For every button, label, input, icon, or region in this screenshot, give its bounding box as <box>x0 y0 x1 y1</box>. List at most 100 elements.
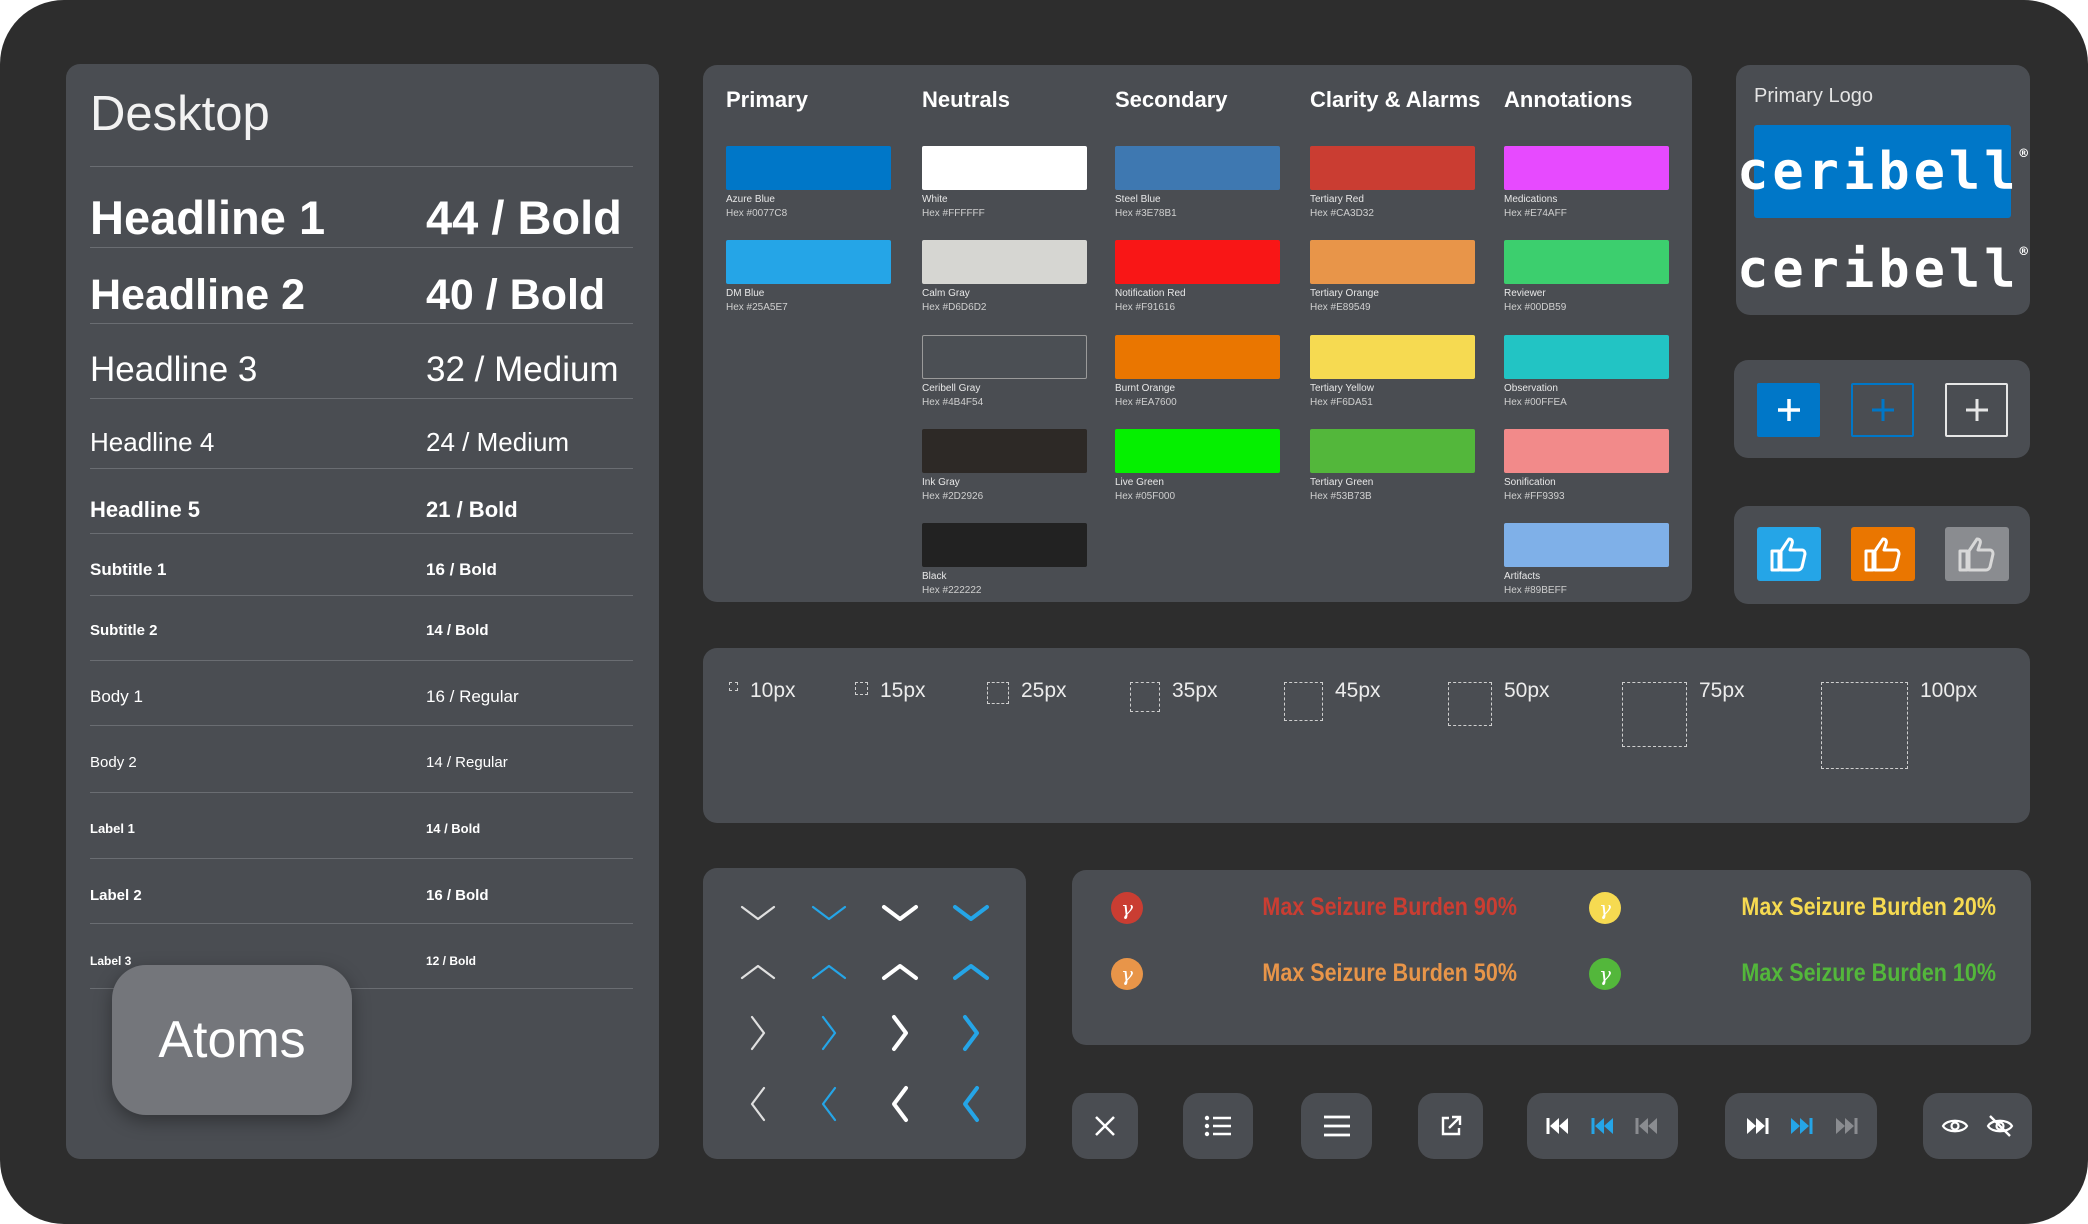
thumbs-up-button-gray[interactable] <box>1945 527 2009 581</box>
chevron-up-icon[interactable] <box>878 950 922 994</box>
typography-divider <box>90 247 633 248</box>
color-group: Primary Azure Blue Hex #0077C8 DM Blue Hex #… <box>726 87 896 313</box>
color-chip <box>726 240 891 284</box>
skip-back-icon-blue[interactable] <box>1590 1116 1616 1136</box>
chevron-left-icon[interactable] <box>807 1082 851 1126</box>
atoms-badge: Atoms <box>112 965 352 1115</box>
color-hex: Hex #4B4F54 <box>922 397 984 408</box>
typography-row: Label 3 12 / Bold <box>90 954 639 971</box>
color-name: Burnt Orange <box>1115 383 1176 394</box>
chevron-down-icon[interactable] <box>878 893 922 937</box>
seizure-burden-panel: γ Max Seizure Burden 90% γ Max Seizure Burd… <box>1072 870 2031 1045</box>
color-hex: Hex #53B73B <box>1310 491 1372 502</box>
size-label: 50px <box>1504 679 1550 702</box>
external-link-icon <box>1441 1115 1461 1136</box>
type-style-spec: 16 / Bold <box>426 560 497 579</box>
chevron-up-icon[interactable] <box>736 950 780 994</box>
add-button-filled[interactable] <box>1757 383 1820 437</box>
type-style-spec: 14 / Regular <box>426 754 508 771</box>
thumbs-up-icon <box>1770 537 1807 572</box>
eye-icon[interactable] <box>1941 1116 1969 1136</box>
logo-wordmark: ceribell® <box>1737 142 2028 202</box>
chevron-right-icon[interactable] <box>949 1011 993 1055</box>
icon-sizes-panel: 10px 15px 25px 35px 45px 50px 75px 100px <box>703 648 2030 823</box>
chevron-down-icon[interactable] <box>807 893 851 937</box>
add-button-outline-white[interactable] <box>1945 383 2008 437</box>
color-group-title: Secondary <box>1115 87 1228 112</box>
color-name: Observation <box>1504 383 1558 394</box>
chevron-up-icon[interactable] <box>949 950 993 994</box>
chevron-down-icon[interactable] <box>949 893 993 937</box>
chevron-left-icon[interactable] <box>878 1082 922 1126</box>
thumbs-up-button-orange[interactable] <box>1851 527 1915 581</box>
eye-off-icon[interactable] <box>1986 1114 2014 1138</box>
close-button[interactable] <box>1072 1093 1138 1159</box>
color-swatch: Observation Hex #00FFEA <box>1504 335 1669 408</box>
chevrons-panel <box>703 868 1026 1159</box>
plus-icon <box>1871 399 1894 421</box>
size-label: 25px <box>1021 679 1067 702</box>
hamburger-menu-icon <box>1323 1115 1350 1137</box>
typography-divider <box>90 166 633 167</box>
chevron-down-icon[interactable] <box>736 893 780 937</box>
size-label: 15px <box>880 679 926 702</box>
color-hex: Hex #00FFEA <box>1504 397 1567 408</box>
typography-row: Body 2 14 / Regular <box>90 754 639 775</box>
close-icon <box>1095 1116 1115 1136</box>
color-name: Black <box>922 571 947 582</box>
size-box <box>729 682 738 691</box>
logo-registered-mark-dark: ® <box>2019 244 2028 260</box>
color-hex: Hex #E74AFF <box>1504 208 1567 219</box>
color-hex: Hex #F6DA51 <box>1310 397 1373 408</box>
skip-forward-icon-blue[interactable] <box>1788 1116 1814 1136</box>
menu-button[interactable] <box>1301 1093 1372 1159</box>
chevron-right-icon[interactable] <box>736 1011 780 1055</box>
list-view-button[interactable] <box>1183 1093 1253 1159</box>
color-hex: Hex #3E78B1 <box>1115 208 1177 219</box>
thumbs-up-button-blue[interactable] <box>1757 527 1821 581</box>
color-name: Sonification <box>1504 477 1556 488</box>
logo-panel: Primary Logo ceribell® ceribell® <box>1736 65 2030 315</box>
color-chip <box>1504 429 1669 473</box>
typography-row: Subtitle 1 16 / Bold <box>90 560 639 584</box>
color-swatch: White Hex #FFFFFF <box>922 146 1087 219</box>
size-box <box>1284 682 1323 721</box>
open-external-button[interactable] <box>1418 1093 1483 1159</box>
chevron-right-icon[interactable] <box>807 1011 851 1055</box>
type-style-name: Label 2 <box>90 887 142 904</box>
color-swatch: Steel Blue Hex #3E78B1 <box>1115 146 1280 219</box>
color-chip <box>1310 429 1475 473</box>
color-chip <box>922 335 1087 379</box>
chevron-right-icon[interactable] <box>878 1011 922 1055</box>
logo-wordmark-dark-text: ceribell <box>1737 240 2020 300</box>
color-swatch: Notification Red Hex #F91616 <box>1115 240 1280 313</box>
chevron-left-icon[interactable] <box>736 1082 780 1126</box>
logo-registered-mark: ® <box>2019 145 2028 162</box>
type-style-spec: 32 / Medium <box>426 350 619 389</box>
size-label: 45px <box>1335 679 1381 702</box>
type-style-name: Headline 5 <box>90 497 201 522</box>
color-chip <box>1310 335 1475 379</box>
typography-row: Subtitle 2 14 / Bold <box>90 622 639 643</box>
chevron-up-icon[interactable] <box>807 950 851 994</box>
chevron-left-icon[interactable] <box>949 1082 993 1126</box>
color-swatch: Sonification Hex #FF9393 <box>1504 429 1669 502</box>
typography-row: Headline 2 40 / Bold <box>90 271 639 331</box>
typography-divider <box>90 323 633 324</box>
color-swatch: Reviewer Hex #00DB59 <box>1504 240 1669 313</box>
skip-forward-icon[interactable] <box>1744 1116 1770 1136</box>
add-button-outline-blue[interactable] <box>1851 383 1914 437</box>
color-group-title: Neutrals <box>922 87 1011 112</box>
type-style-name: Headline 1 <box>90 191 326 244</box>
skip-back-icon[interactable] <box>1545 1116 1571 1136</box>
skip-forward-icon-disabled[interactable] <box>1833 1116 1859 1136</box>
size-label: 10px <box>750 679 796 702</box>
color-chip <box>922 429 1087 473</box>
color-swatch: Ink Gray Hex #2D2926 <box>922 429 1087 502</box>
size-box <box>855 682 868 695</box>
color-group: Clarity & Alarms Tertiary Red Hex #CA3D32 T… <box>1310 87 1480 502</box>
typography-divider <box>90 792 633 793</box>
logo-label: Primary Logo <box>1754 85 1873 107</box>
skip-back-icon-disabled[interactable] <box>1634 1116 1660 1136</box>
